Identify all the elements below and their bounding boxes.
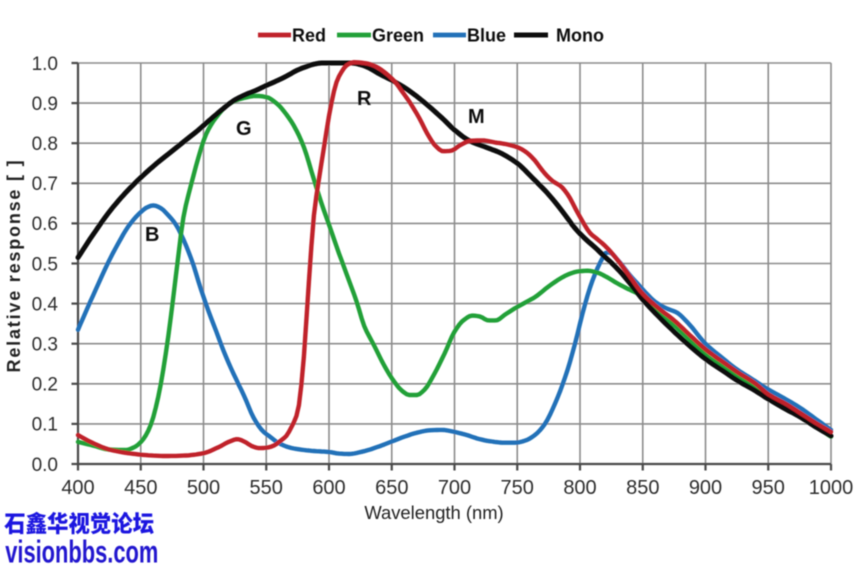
svg-text:0.5: 0.5: [32, 254, 58, 275]
svg-text:Mono: Mono: [556, 26, 604, 46]
svg-text:Blue: Blue: [467, 26, 506, 46]
svg-text:750: 750: [501, 477, 534, 499]
svg-text:650: 650: [375, 477, 408, 499]
svg-text:Red: Red: [292, 26, 326, 46]
svg-text:1.0: 1.0: [32, 54, 58, 75]
svg-text:0.9: 0.9: [32, 94, 58, 115]
svg-text:600: 600: [312, 477, 345, 499]
svg-text:M: M: [468, 106, 485, 128]
svg-text:850: 850: [626, 477, 659, 499]
svg-text:1000: 1000: [809, 477, 854, 499]
svg-text:0.7: 0.7: [32, 174, 58, 195]
svg-text:Green: Green: [372, 26, 424, 46]
svg-text:B: B: [145, 224, 159, 246]
svg-text:0.0: 0.0: [32, 455, 58, 476]
svg-text:Relative response [ ]: Relative response [ ]: [4, 159, 24, 373]
svg-text:R: R: [357, 88, 372, 110]
svg-text:0.3: 0.3: [32, 335, 58, 356]
svg-text:450: 450: [124, 477, 157, 499]
svg-text:800: 800: [563, 477, 596, 499]
svg-text:visionbbs.com: visionbbs.com: [5, 535, 158, 565]
svg-text:G: G: [236, 118, 252, 140]
svg-text:950: 950: [752, 477, 785, 499]
svg-text:0.4: 0.4: [32, 294, 59, 315]
svg-text:700: 700: [438, 477, 471, 499]
svg-text:0.6: 0.6: [32, 214, 58, 235]
svg-text:550: 550: [250, 477, 283, 499]
svg-text:Wavelength (nm): Wavelength (nm): [364, 502, 503, 523]
svg-text:0.2: 0.2: [32, 375, 58, 396]
svg-text:500: 500: [187, 477, 220, 499]
svg-text:0.8: 0.8: [32, 134, 58, 155]
svg-text:0.1: 0.1: [32, 415, 58, 436]
svg-text:400: 400: [61, 477, 94, 499]
svg-text:900: 900: [689, 477, 722, 499]
